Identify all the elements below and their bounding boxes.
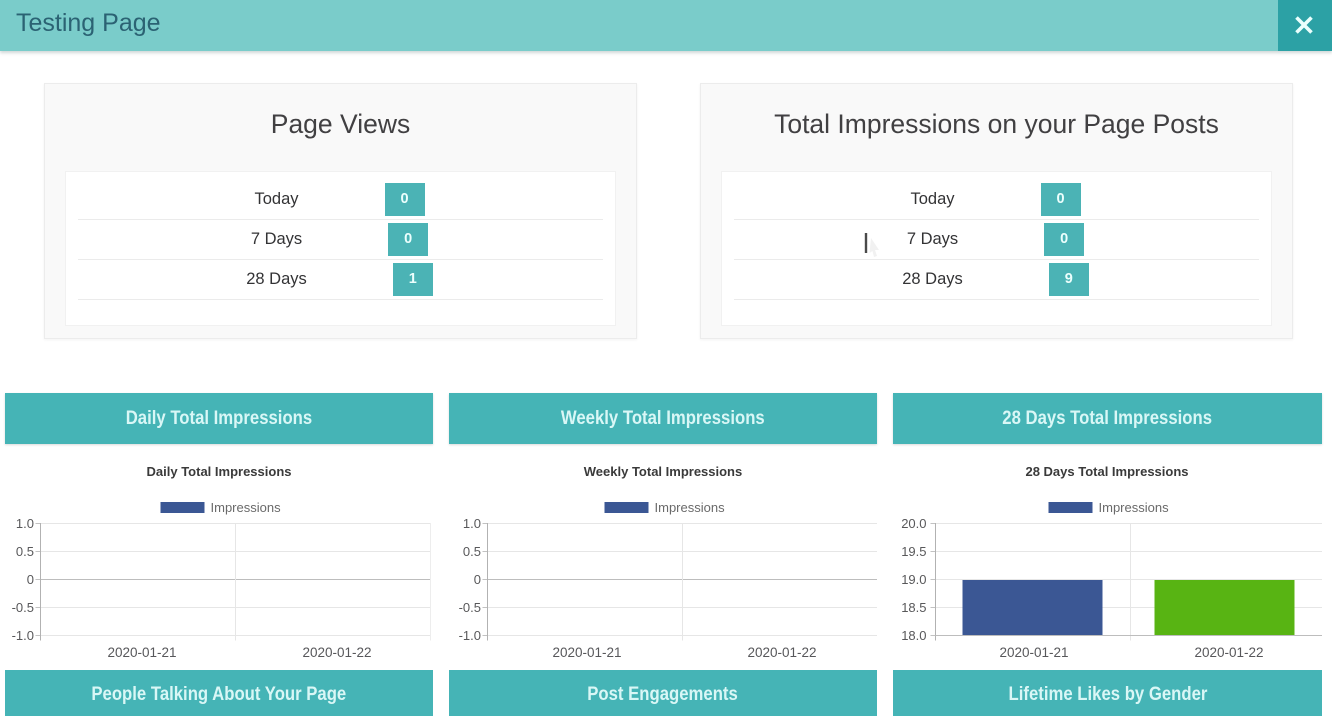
svg-text:-0.5: -0.5 <box>459 600 481 615</box>
svg-text:Impressions: Impressions <box>211 500 282 515</box>
svg-text:28 Days Total Impressions: 28 Days Total Impressions <box>1025 464 1188 479</box>
svg-text:1.0: 1.0 <box>16 516 34 531</box>
svg-text:Daily Total Impressions: Daily Total Impressions <box>147 464 292 479</box>
svg-text:19.5: 19.5 <box>901 544 926 559</box>
svg-text:Weekly Total Impressions: Weekly Total Impressions <box>584 464 742 479</box>
svg-text:Impressions: Impressions <box>655 500 726 515</box>
svg-text:18.0: 18.0 <box>901 628 926 643</box>
svg-text:-0.5: -0.5 <box>12 600 34 615</box>
svg-text:18.5: 18.5 <box>901 600 926 615</box>
svg-text:2020-01-21: 2020-01-21 <box>999 645 1068 660</box>
svg-text:2020-01-22: 2020-01-22 <box>747 645 816 660</box>
svg-text:-1.0: -1.0 <box>459 628 481 643</box>
svg-text:1.0: 1.0 <box>463 516 481 531</box>
svg-text:20.0: 20.0 <box>901 516 926 531</box>
svg-text:2020-01-22: 2020-01-22 <box>1194 645 1263 660</box>
svg-text:2020-01-22: 2020-01-22 <box>302 645 371 660</box>
svg-text:-1.0: -1.0 <box>12 628 34 643</box>
svg-text:0.5: 0.5 <box>463 544 481 559</box>
svg-text:0.5: 0.5 <box>16 544 34 559</box>
svg-text:0: 0 <box>474 572 481 587</box>
svg-text:2020-01-21: 2020-01-21 <box>552 645 621 660</box>
svg-text:Impressions: Impressions <box>1099 500 1170 515</box>
svg-text:0: 0 <box>27 572 34 587</box>
svg-text:19.0: 19.0 <box>901 572 926 587</box>
svg-text:2020-01-21: 2020-01-21 <box>107 645 176 660</box>
